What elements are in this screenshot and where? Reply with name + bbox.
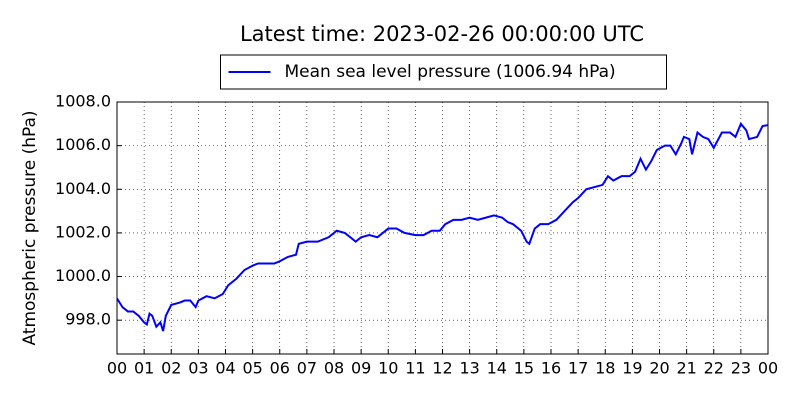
x-tick-label: 11 <box>405 359 425 378</box>
x-tick-label: 02 <box>161 359 181 378</box>
legend-label: Mean sea level pressure (1006.94 hPa) <box>285 62 616 82</box>
x-tick-label: 03 <box>188 359 208 378</box>
x-tick-label: 00 <box>758 359 778 378</box>
x-tick-label: 19 <box>622 359 642 378</box>
x-tick-label: 06 <box>270 359 290 378</box>
x-tick-label: 12 <box>432 359 452 378</box>
x-tick-label: 01 <box>134 359 154 378</box>
x-tick-label: 08 <box>324 359 344 378</box>
x-tick-label: 16 <box>541 359 561 378</box>
y-tick-label: 1000.0 <box>55 266 111 285</box>
legend-box <box>220 54 667 90</box>
y-tick-label: 1006.0 <box>55 135 111 154</box>
x-tick-label: 07 <box>297 359 317 378</box>
x-tick-label: 00 <box>107 359 127 378</box>
x-tick-label: 23 <box>731 359 751 378</box>
line-series <box>116 121 769 332</box>
x-tick-label: 13 <box>459 359 479 378</box>
y-tick-label: 1004.0 <box>55 179 111 198</box>
plot-frame <box>116 101 769 355</box>
x-tick-label: 14 <box>487 359 507 378</box>
x-tick-label: 22 <box>704 359 724 378</box>
x-tick-label: 10 <box>378 359 398 378</box>
x-tick-label: 15 <box>514 359 534 378</box>
y-tick-label: 1008.0 <box>55 92 111 111</box>
x-tick-label: 20 <box>649 359 669 378</box>
y-tick-label: 1002.0 <box>55 222 111 241</box>
x-tick-label: 21 <box>676 359 696 378</box>
x-tick-label: 05 <box>242 359 262 378</box>
y-axis-label: Atmospheric pressure (hPa) <box>20 110 40 345</box>
x-tick-label: 18 <box>595 359 615 378</box>
y-tick-label: 998.0 <box>65 310 111 329</box>
x-tick-label: 17 <box>568 359 588 378</box>
x-tick-label: 09 <box>351 359 371 378</box>
x-tick-label: 04 <box>215 359 235 378</box>
chart-title: Latest time: 2023-02-26 00:00:00 UTC <box>240 22 644 46</box>
